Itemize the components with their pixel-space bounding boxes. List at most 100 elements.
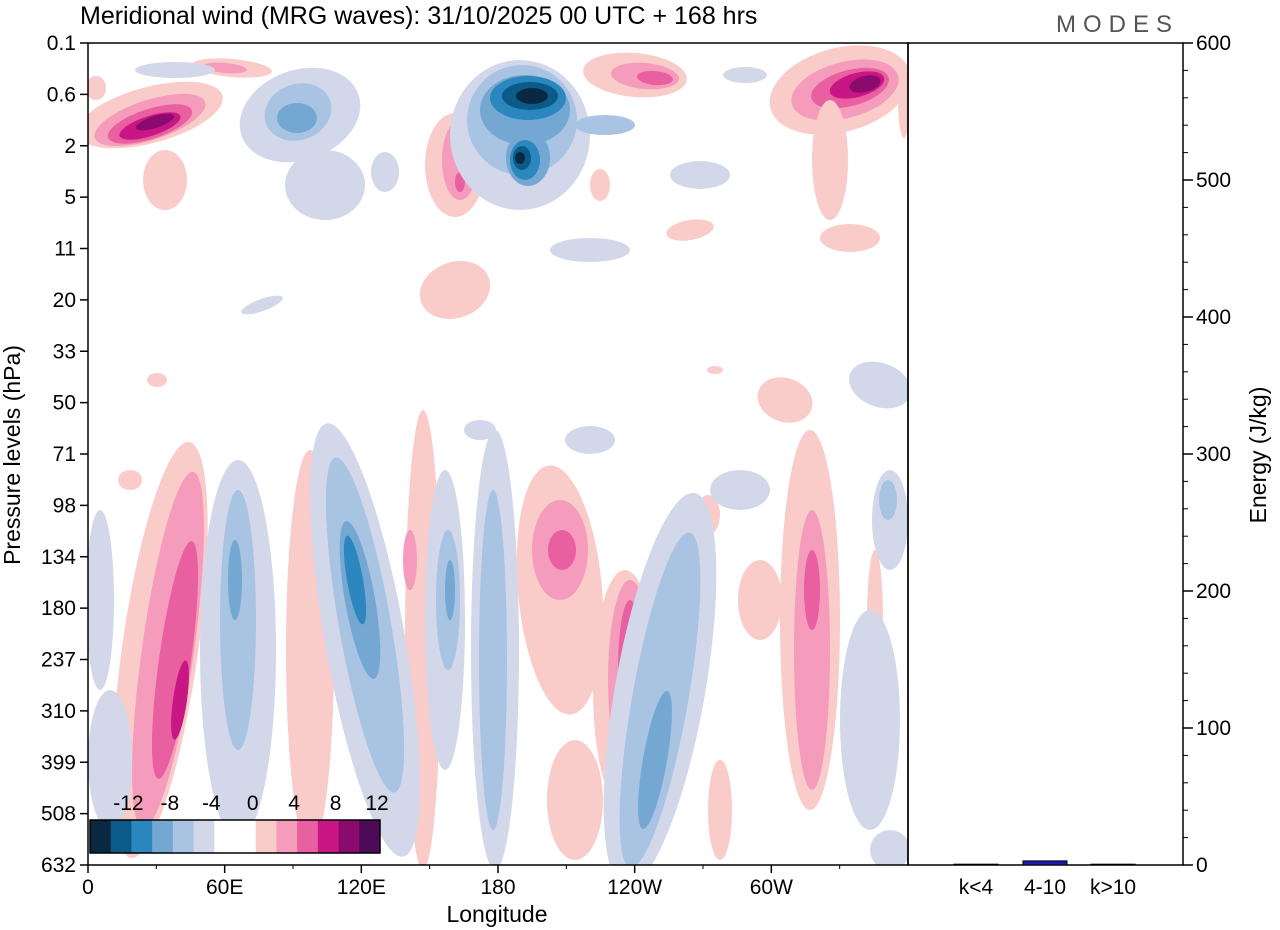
x-axis-label: Longitude <box>446 901 547 927</box>
y-tick-label: 5 <box>64 186 76 209</box>
contour-positive-level-5 <box>849 75 881 93</box>
colorbar-swatch <box>172 820 195 853</box>
x-tick-label: 60W <box>750 876 793 899</box>
colorbar-label: -8 <box>161 792 180 815</box>
y-tick-label: 71 <box>53 443 76 466</box>
y-tick-label: 33 <box>53 340 76 363</box>
energy-bars <box>953 860 1136 866</box>
y-tick-label: 180 <box>41 597 76 620</box>
contour-negative-level-3 <box>445 560 455 620</box>
colorbar-label: 0 <box>247 792 259 815</box>
colorbar-swatch <box>110 820 132 853</box>
energy-category-label: k<4 <box>959 876 994 899</box>
colorbar-swatch <box>359 820 381 853</box>
energy-y-tick-label: 500 <box>1196 169 1231 192</box>
energy-y-tick-label: 400 <box>1196 306 1231 329</box>
energy-panel: 0 100 200 300 400 500 600 k<4 4-10 k>10 Energy (… <box>907 32 1271 899</box>
colorbar-swatch <box>193 820 215 853</box>
contour-negative-level-2 <box>575 115 635 135</box>
energy-category-label: k>10 <box>1090 876 1136 899</box>
colorbar-swatch <box>152 820 174 853</box>
x-tick-label: 120W <box>607 876 662 899</box>
colorbar: -12 -8 -4 0 4 8 12 <box>89 792 389 854</box>
y-tick-label: 0.1 <box>47 32 76 55</box>
contour-negative-level-1 <box>840 610 900 830</box>
y-ticks: 0.1 0.6 2 5 11 20 33 50 71 98 134 180 237 310 399 508 63… <box>41 32 88 877</box>
contour-positive-level-1 <box>666 219 714 241</box>
x-tick-label: 60E <box>206 876 243 899</box>
energy-frame <box>907 42 1184 866</box>
contour-positive-level-1 <box>898 62 908 138</box>
y-tick-label: 508 <box>41 803 76 826</box>
contour-positive-level-3 <box>804 550 820 630</box>
colorbar-swatch <box>276 820 298 853</box>
energy-y-tick-label: 300 <box>1196 443 1231 466</box>
energy-y-tick-label: 200 <box>1196 580 1231 603</box>
contour-negative-level-1 <box>88 510 114 690</box>
colorbar-label: 8 <box>330 792 342 815</box>
contour-positive-level-1 <box>757 377 813 423</box>
contour-positive-level-1 <box>812 100 848 220</box>
contour-fields <box>88 45 908 865</box>
contour-positive-level-1 <box>738 560 782 640</box>
contour-negative-level-1 <box>723 67 767 83</box>
contour-negative-level-1 <box>670 161 730 189</box>
contour-positive-level-1 <box>708 760 732 860</box>
y-tick-label: 98 <box>53 494 76 517</box>
contour-negative-level-1 <box>371 152 399 192</box>
colorbar-label: 4 <box>288 792 300 815</box>
energy-axis-label: Energy (J/kg) <box>1245 387 1271 524</box>
energy-bar <box>953 863 999 866</box>
contour-negative-level-1 <box>565 426 615 454</box>
contour-negative-level-6 <box>515 152 525 164</box>
contour-positive-level-1 <box>147 373 167 387</box>
contour-negative-level-1 <box>870 830 908 865</box>
heatmap-panel <box>87 42 909 866</box>
contour-negative-level-1 <box>849 361 908 409</box>
energy-bar <box>1090 863 1136 866</box>
contour-negative-level-1 <box>710 470 770 510</box>
contour-positive-level-1 <box>143 150 187 210</box>
contour-positive-level-3 <box>151 541 199 779</box>
contour-positive-level-3 <box>637 70 673 86</box>
y-tick-label: 134 <box>41 546 76 569</box>
contour-negative-level-3 <box>228 540 242 620</box>
contour-negative-level-6 <box>516 88 548 104</box>
y-tick-label: 2 <box>64 135 76 158</box>
contour-positive-level-1 <box>419 260 491 320</box>
contour-negative-level-1 <box>285 150 365 220</box>
energy-categories: k<4 4-10 k>10 <box>959 876 1136 899</box>
contour-negative-level-3 <box>638 691 672 829</box>
colorbar-label: -12 <box>113 792 143 815</box>
contour-positive-level-1 <box>590 169 610 201</box>
contour-negative-level-1 <box>88 690 132 830</box>
energy-y-ticks: 0 100 200 300 400 500 600 <box>1183 32 1231 877</box>
energy-y-tick-label: 600 <box>1196 32 1231 55</box>
contour-negative-level-4 <box>343 535 367 625</box>
colorbar-swatch <box>235 820 257 853</box>
y-tick-label: 50 <box>53 392 76 415</box>
contour-negative-level-1 <box>241 295 283 315</box>
colorbar-swatch <box>338 820 360 853</box>
colorbar-swatch <box>255 820 277 853</box>
colorbar-swatch <box>90 820 112 853</box>
contour-negative-level-2 <box>220 490 256 750</box>
y-tick-label: 11 <box>54 238 76 261</box>
y-tick-label: 237 <box>41 649 76 672</box>
y-tick-label: 632 <box>41 854 76 877</box>
contour-negative-level-1 <box>135 62 215 78</box>
contour-positive-level-1 <box>547 740 603 860</box>
y-tick-label: 399 <box>41 751 76 774</box>
contour-positive-level-2 <box>403 530 417 590</box>
energy-y-tick-label: 100 <box>1196 717 1231 740</box>
contour-positive-level-4 <box>171 660 189 740</box>
energy-y-tick-label: 0 <box>1196 854 1208 877</box>
contour-positive-level-1 <box>820 224 880 252</box>
x-tick-label: 180 <box>480 876 515 899</box>
colorbar-label: 12 <box>365 792 388 815</box>
x-tick-label: 120E <box>337 876 386 899</box>
y-axis-label: Pressure levels (hPa) <box>0 345 25 565</box>
contour-negative-level-2 <box>479 490 507 830</box>
colorbar-frame <box>89 819 381 854</box>
